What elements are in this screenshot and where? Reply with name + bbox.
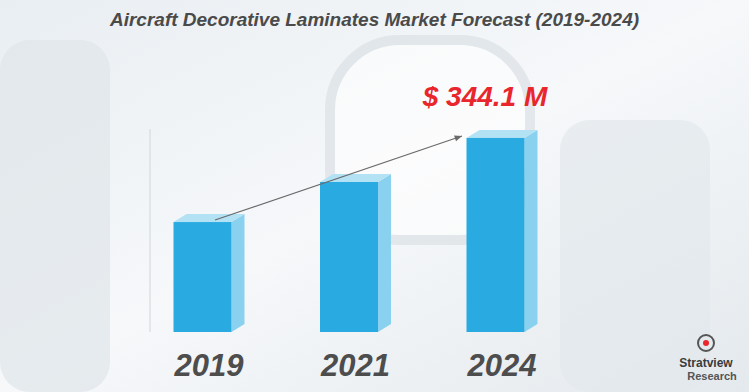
bg-seat-right	[560, 120, 710, 392]
logo-name: Stratview	[679, 356, 733, 370]
background	[0, 0, 749, 392]
chart-root: Aircraft Decorative Laminates Market For…	[0, 0, 749, 392]
logo-icon-dot	[703, 340, 709, 346]
data-label: $ 344.1 M	[422, 81, 548, 112]
bar-side	[525, 130, 538, 332]
x-tick-label: 2019	[174, 348, 245, 383]
logo-subtitle: Research	[687, 370, 737, 382]
bar	[174, 222, 232, 332]
bars	[174, 130, 538, 332]
bg-seat-left	[0, 40, 110, 392]
x-tick-label: 2021	[320, 348, 390, 383]
trend-arrow-head	[454, 135, 462, 141]
bar-top	[467, 130, 538, 138]
bar	[467, 138, 525, 332]
trend-arrow	[215, 136, 462, 220]
bar-side	[232, 214, 245, 332]
chart-svg: Aircraft Decorative Laminates Market For…	[0, 0, 749, 392]
title: Aircraft Decorative Laminates Market For…	[109, 9, 639, 30]
y-axis-line	[150, 129, 151, 332]
logo-icon	[698, 335, 714, 351]
bar-top	[174, 214, 245, 222]
bar-side	[378, 174, 391, 332]
x-tick-label: 2024	[467, 348, 537, 383]
bar	[320, 182, 378, 332]
